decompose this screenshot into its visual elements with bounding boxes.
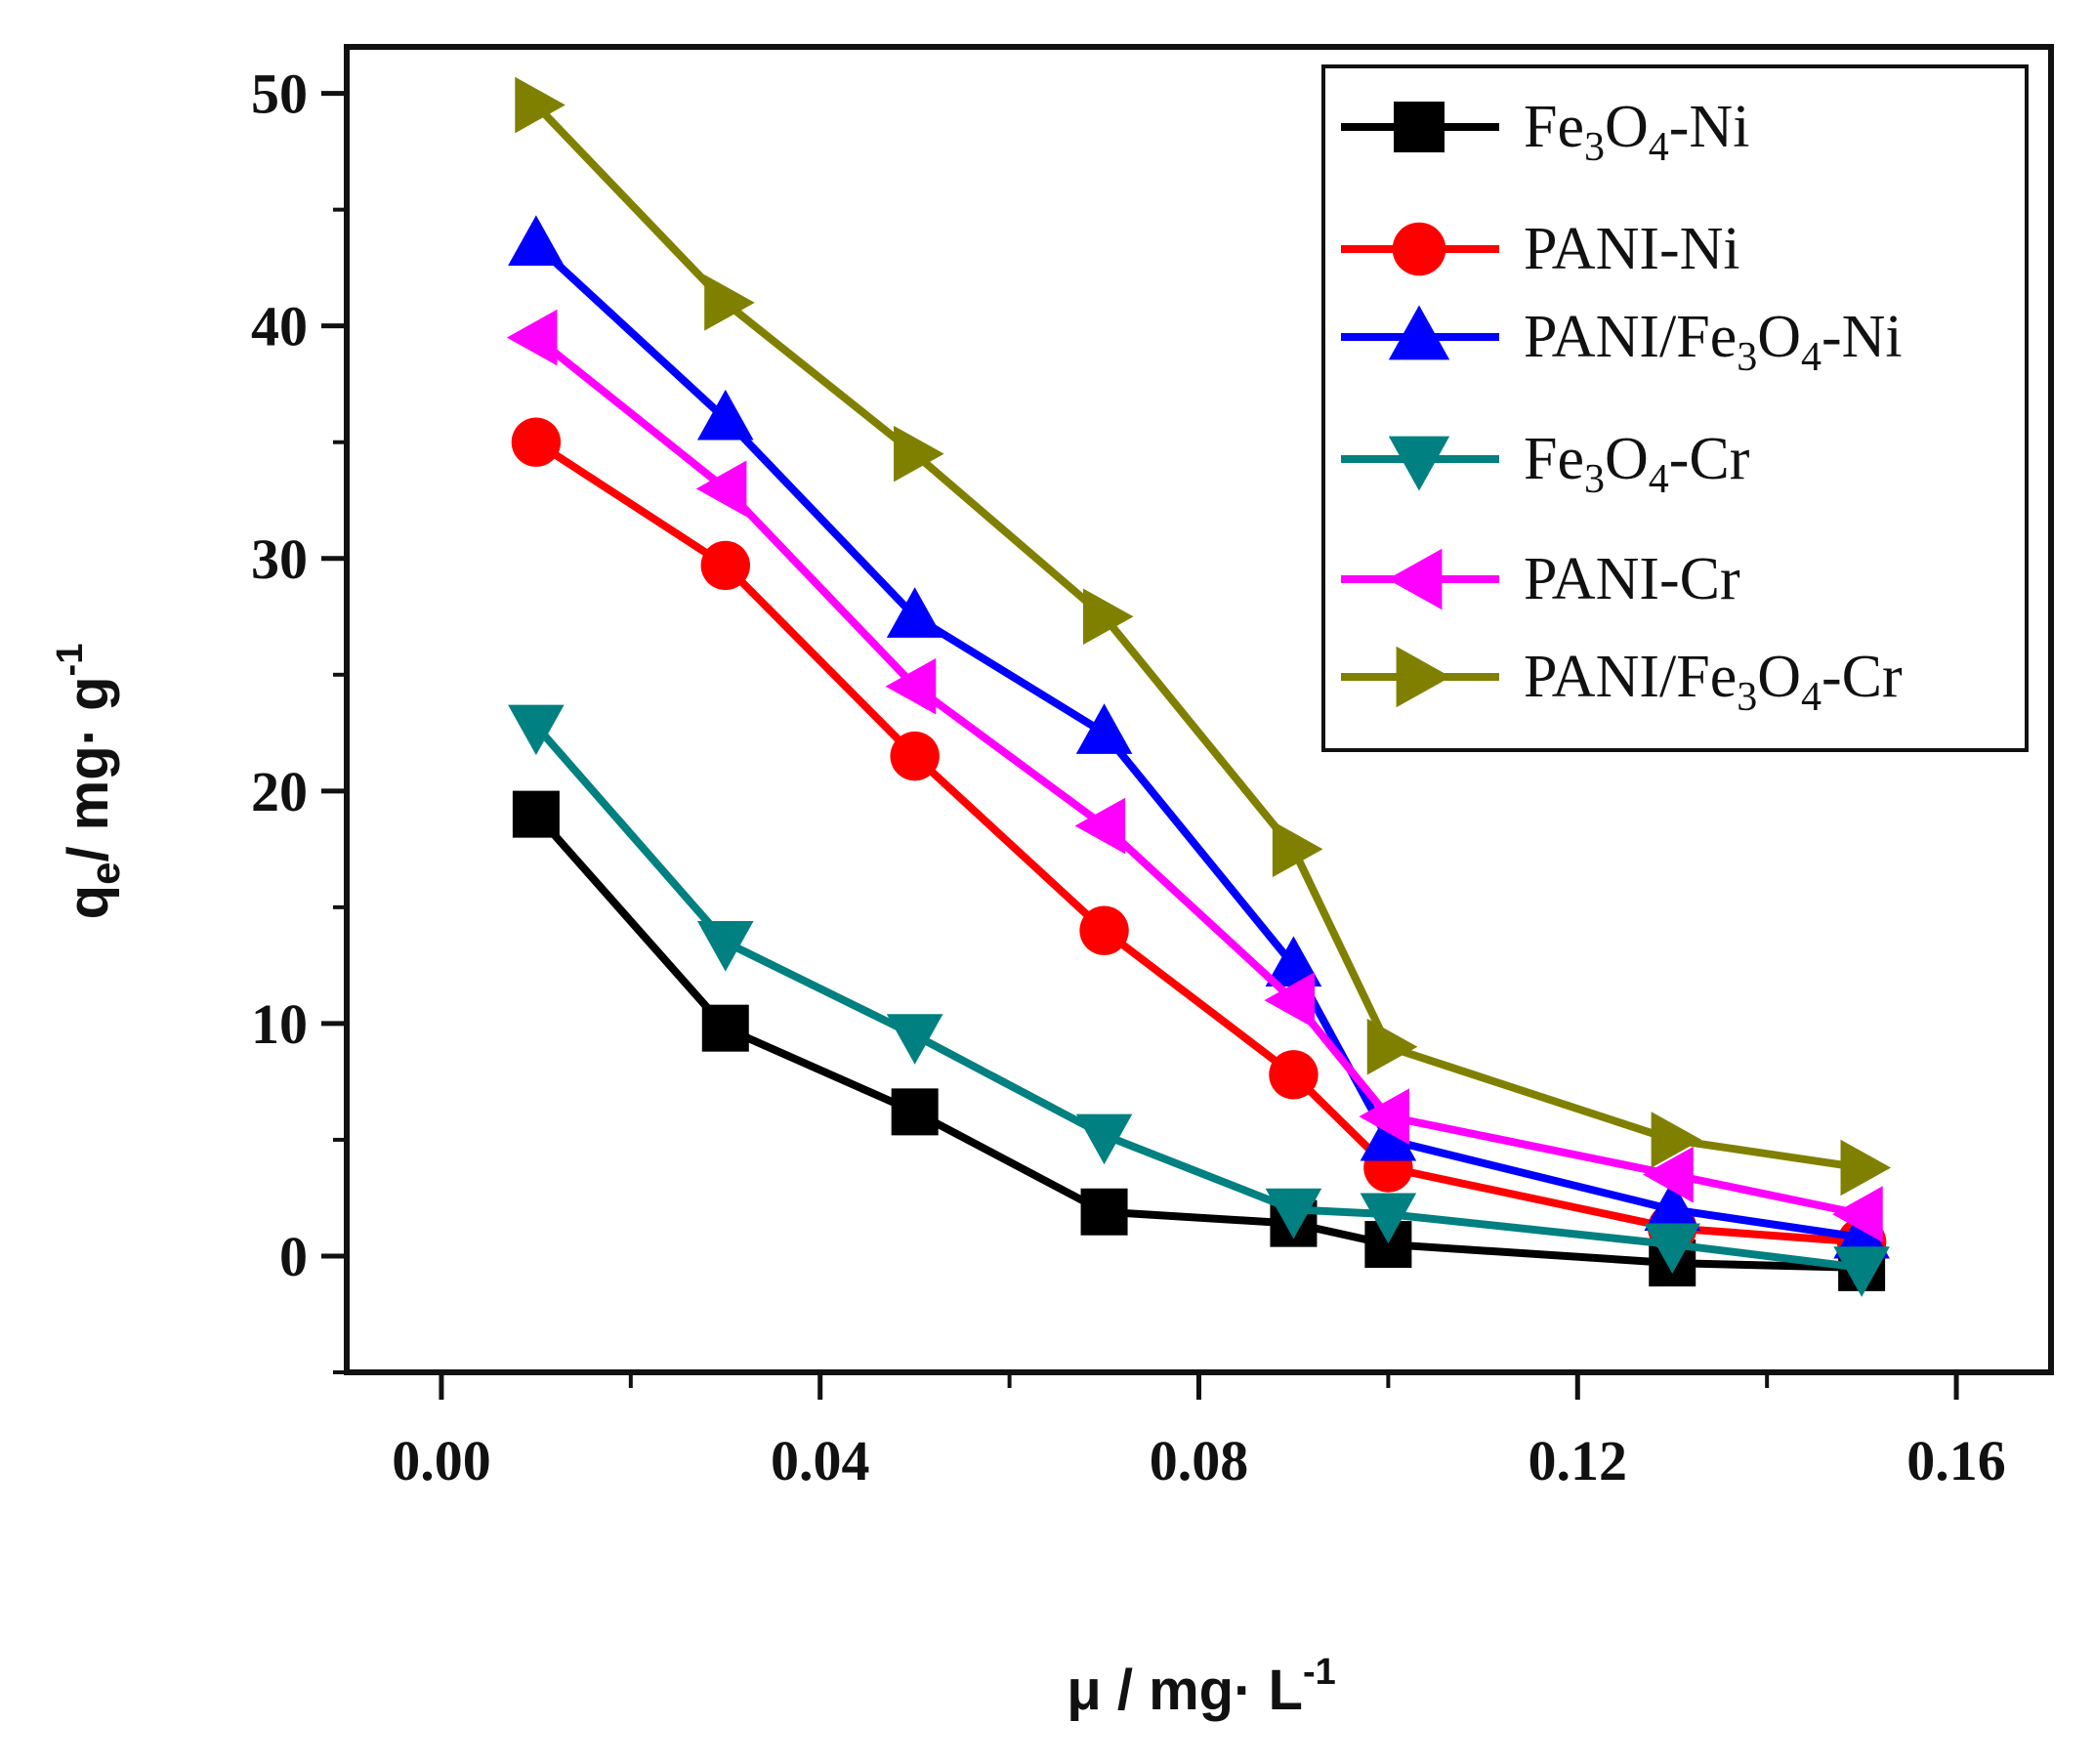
- data-point-pani-fe3o4-ni: [1833, 1207, 1890, 1259]
- data-point-pani-fe3o4-ni: [1265, 936, 1322, 987]
- legend-box: [1321, 64, 2029, 752]
- data-point-pani-fe3o4-cr: [1272, 820, 1323, 878]
- data-point-fe3o4-cr: [1833, 1246, 1890, 1297]
- series-pani-cr: [506, 309, 1883, 1242]
- x-tick-label: 0.08: [1150, 1429, 1249, 1492]
- y-tick-label: 40: [251, 295, 308, 358]
- data-point-fe3o4-cr: [886, 1014, 943, 1065]
- x-axis-title-sup: -1: [1303, 1652, 1336, 1693]
- legend-marker-pani-fe3o4-ni: [1388, 305, 1450, 360]
- data-point-pani-fe3o4-cr: [1651, 1112, 1702, 1168]
- series-line-fe3o4-ni: [532, 811, 1863, 1272]
- data-point-pani-fe3o4-ni: [1644, 1180, 1701, 1231]
- data-point-pani-fe3o4-cr: [1840, 1139, 1892, 1197]
- legend-label-pani-cr: PANI-Cr: [1524, 546, 1740, 612]
- data-point-pani-cr: [1643, 1146, 1694, 1203]
- series-pani-fe3o4-cr: [515, 76, 1892, 1197]
- series-line-pani-fe3o4-ni: [533, 241, 1863, 1241]
- data-point-pani-ni: [1079, 905, 1129, 955]
- legend-marker-fe3o4-ni: [1394, 102, 1445, 152]
- legend-label-fe3o4-cr: Fe3O4-Cr: [1524, 426, 1750, 502]
- y-tick-label: 0: [279, 1225, 308, 1288]
- legend-marker-fe3o4-cr: [1388, 436, 1450, 491]
- data-point-fe3o4-cr: [1644, 1223, 1701, 1275]
- data-point-pani-fe3o4-cr: [1082, 588, 1134, 646]
- y-tick-label: 10: [251, 992, 308, 1056]
- x-tick-label: 0.04: [771, 1429, 870, 1492]
- data-point-pani-fe3o4-cr: [515, 76, 565, 134]
- x-axis-title: μ / mg· L-1: [1067, 1652, 1335, 1722]
- data-point-pani-ni: [511, 417, 562, 467]
- data-point-fe3o4-cr: [1075, 1113, 1133, 1165]
- series-line-pani-fe3o4-cr: [533, 102, 1863, 1172]
- data-point-pani-cr: [695, 460, 747, 518]
- y-axis-title-sub: e: [82, 862, 128, 885]
- data-point-pani-fe3o4-cr: [1366, 1018, 1418, 1075]
- legend-label-fe3o4-ni: Fe3O4-Ni: [1524, 94, 1749, 170]
- data-point-pani-fe3o4-ni: [886, 587, 943, 638]
- y-tick-label: 30: [251, 527, 308, 591]
- data-point-pani-fe3o4-ni: [1360, 1110, 1417, 1161]
- data-point-pani-fe3o4-cr: [704, 274, 755, 331]
- data-point-pani-ni: [890, 731, 940, 781]
- legend-marker-pani-cr: [1387, 548, 1443, 610]
- y-tick-label: 20: [251, 760, 308, 823]
- y-axis-title: qe/ mg· g-1: [50, 644, 128, 920]
- data-point-fe3o4-cr: [1360, 1193, 1417, 1244]
- data-point-pani-fe3o4-cr: [894, 425, 944, 483]
- data-point-fe3o4-ni: [1080, 1188, 1128, 1236]
- data-point-fe3o4-cr: [1265, 1188, 1322, 1239]
- data-point-pani-fe3o4-ni: [696, 389, 754, 441]
- data-point-fe3o4-cr: [508, 704, 565, 756]
- axis-ticks: 0.00 0.04 0.08 0.12 0.16 0 10 20 30 40 50: [251, 63, 2006, 1492]
- series-line-pani-cr: [533, 334, 1863, 1219]
- series-fe3o4-cr: [508, 704, 1890, 1297]
- data-point-fe3o4-cr: [696, 920, 754, 972]
- data-point-pani-ni: [1269, 1050, 1319, 1100]
- y-axis-title-q: q: [57, 885, 120, 919]
- data-point-pani-ni: [700, 540, 750, 591]
- data-point-pani-cr: [1359, 1088, 1409, 1145]
- series-pani-fe3o4-ni: [508, 215, 1890, 1259]
- data-point-fe3o4-ni: [512, 790, 560, 838]
- x-tick-label: 0.00: [392, 1429, 491, 1492]
- data-point-pani-cr: [1264, 972, 1316, 1029]
- data-point-pani-cr: [506, 309, 558, 366]
- x-tick-label: 0.12: [1529, 1429, 1628, 1492]
- data-point-fe3o4-ni: [701, 1004, 749, 1052]
- legend-label-pani-fe3o4-cr: PANI/Fe3O4-Cr: [1524, 644, 1903, 720]
- data-point-pani-cr: [1832, 1186, 1883, 1242]
- data-point-pani-fe3o4-ni: [1075, 703, 1133, 754]
- y-axis-title-sup: -1: [50, 644, 91, 677]
- data-point-pani-fe3o4-ni: [508, 215, 565, 266]
- legend-label-pani-fe3o4-ni: PANI/Fe3O4-Ni: [1524, 304, 1903, 380]
- data-point-pani-cr: [885, 657, 937, 715]
- y-tick-label: 50: [251, 63, 308, 126]
- legend-marker-pani-fe3o4-cr: [1396, 646, 1451, 708]
- series-line-fe3o4-cr: [532, 723, 1863, 1272]
- series-line-pani-ni: [533, 439, 1863, 1246]
- legend-label-pani-ni: PANI-Ni: [1524, 216, 1740, 282]
- legend-marker-pani-ni: [1392, 222, 1446, 276]
- legend: Fe3O4-Ni PANI-Ni PANI/Fe3O4-Ni Fe3O4-Cr PANI…: [1321, 64, 2029, 752]
- y-axis-title-main: / mg· g: [57, 676, 120, 861]
- x-axis-title-main: μ / mg· L: [1067, 1659, 1303, 1722]
- data-point-pani-cr: [1074, 797, 1126, 855]
- series-layer: [506, 76, 1892, 1297]
- x-tick-label: 0.16: [1906, 1429, 2006, 1492]
- data-point-fe3o4-ni: [891, 1088, 939, 1136]
